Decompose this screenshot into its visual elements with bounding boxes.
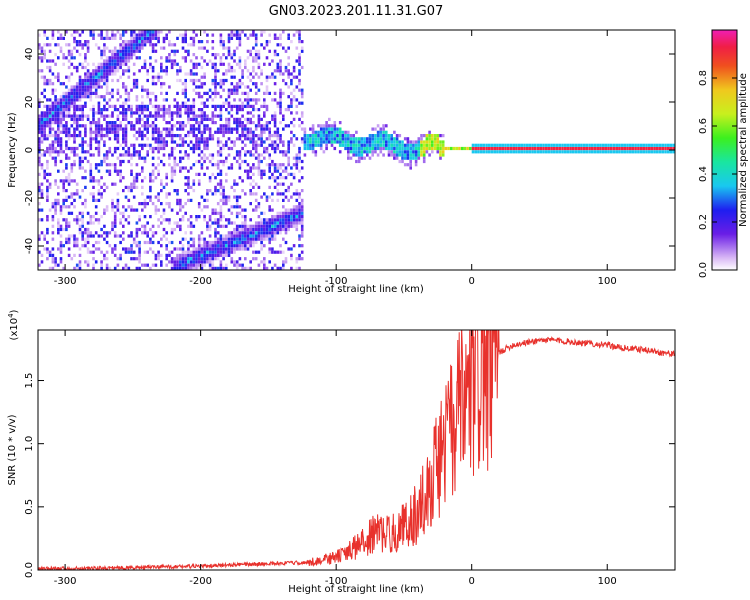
spectrogram-ytick-label: -20 bbox=[24, 190, 35, 206]
snr-ticks: -300 -200 -100 0 100 0.0 0.5 1.0 1.5 bbox=[24, 330, 675, 587]
snr-ylabel: SNR (10 * v/v) bbox=[7, 414, 18, 485]
colorbar-tick-label: 0.2 bbox=[698, 214, 709, 230]
snr-xlabel: Height of straight line (km) bbox=[288, 584, 424, 595]
spectrogram-xtick-label: 100 bbox=[598, 276, 617, 287]
snr-xtick-label: 0 bbox=[469, 576, 475, 587]
snr-series-line bbox=[38, 330, 675, 570]
spectrogram-ytick-label: -40 bbox=[24, 238, 35, 254]
snr-panel: -300 -200 -100 0 100 0.0 0.5 1.0 1.5 Height of s… bbox=[7, 309, 676, 595]
spectrogram-ytick-label: 0 bbox=[24, 147, 35, 153]
colorbar-tick-label: 0.4 bbox=[698, 166, 709, 182]
spectrogram-xtick-label: -200 bbox=[189, 276, 212, 287]
spectrogram-xlabel: Height of straight line (km) bbox=[288, 284, 424, 295]
snr-xtick-label: -300 bbox=[54, 576, 77, 587]
snr-multiplier: (x104) bbox=[7, 309, 20, 340]
colorbar-ticks: 0.0 0.2 0.4 0.6 0.8 bbox=[698, 70, 737, 278]
spectrogram-ytick-label: 40 bbox=[24, 48, 35, 61]
spectrogram-xtick-label: -300 bbox=[54, 276, 77, 287]
snr-xtick-label: -100 bbox=[325, 576, 348, 587]
snr-ytick-label: 0.0 bbox=[24, 562, 35, 578]
snr-ytick-label: 0.5 bbox=[24, 499, 35, 515]
snr-ytick-label: 1.5 bbox=[24, 373, 35, 389]
snr-xtick-label: -200 bbox=[189, 576, 212, 587]
spectrogram-ylabel: Frequency (Hz) bbox=[7, 112, 18, 188]
colorbar-label: Normalized spectral amplitude bbox=[738, 73, 749, 227]
colorbar-tick-label: 0.6 bbox=[698, 118, 709, 134]
spectrogram-heatmap bbox=[38, 30, 675, 270]
spectrogram-xtick-label: -100 bbox=[325, 276, 348, 287]
snr-frame bbox=[37, 329, 676, 571]
spectrogram-xtick-label: 0 bbox=[469, 276, 475, 287]
colorbar-tick-label: 0.0 bbox=[698, 262, 709, 278]
snr-xtick-label: 100 bbox=[598, 576, 617, 587]
snr-ytick-label: 1.0 bbox=[24, 436, 35, 452]
colorbar-tick-label: 0.8 bbox=[698, 70, 709, 86]
figure-title: GN03.2023.201.11.31.G07 bbox=[269, 4, 444, 19]
colorbar-gradient bbox=[712, 30, 737, 270]
colorbar: 0.0 0.2 0.4 0.6 0.8 Normalized spectral ampl… bbox=[698, 29, 749, 278]
spectrogram-ytick-label: 20 bbox=[24, 96, 35, 109]
